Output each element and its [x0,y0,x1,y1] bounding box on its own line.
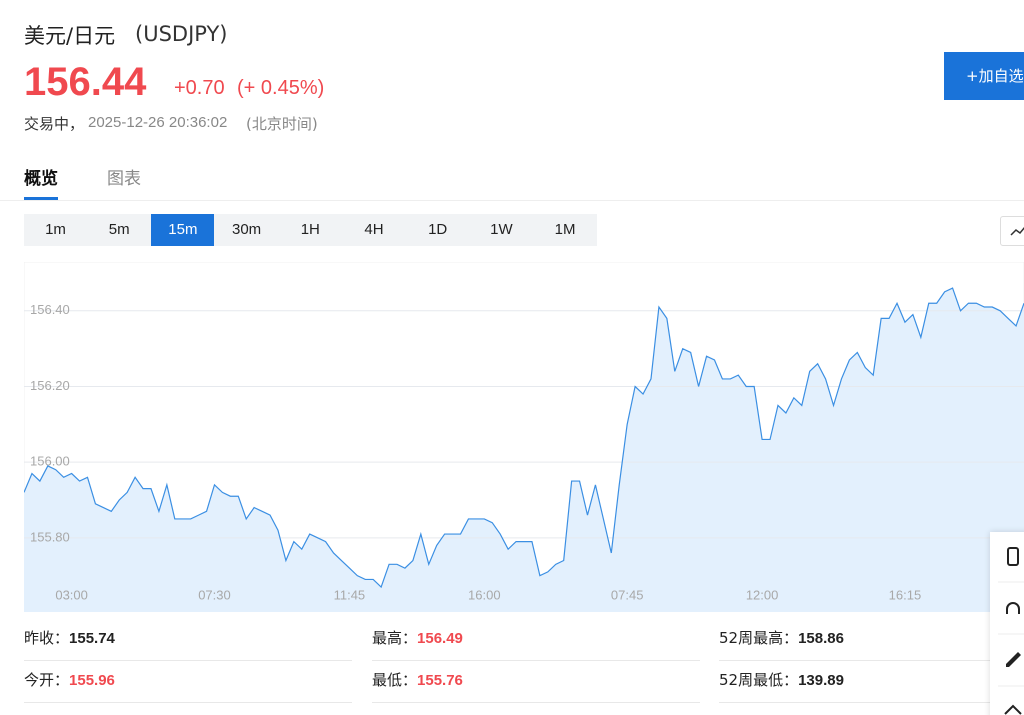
interval-button[interactable]: 1m [45,221,66,238]
quote-time: 2025-12-26 20:36:02 [88,114,228,131]
timezone: (北京时间) [246,115,318,133]
stat-label: 最低： [372,671,418,689]
x-tick-label: 16:00 [468,587,501,602]
price-line [24,287,1024,589]
x-tick-label: 07:30 [198,587,231,602]
toolbar-icons [998,547,1024,715]
support-icon[interactable] [1006,602,1020,614]
interval-button[interactable]: 1M [554,221,576,238]
stat-label: 最高： [372,629,418,647]
y-tick-label: 155.80 [30,529,70,544]
x-tick-label: 12:00 [746,587,779,602]
price-area [24,288,1024,612]
stat-label: 今开： [24,671,70,689]
stat-item: 今开：155.96 [24,660,352,703]
interval-button[interactable]: 5m [108,221,130,238]
stat-item: 昨收：155.74 [24,618,352,661]
stat-item: 52周最低：139.89 [719,660,1019,703]
market-status: 交易中， [24,115,85,133]
y-tick-label: 156.40 [30,302,70,317]
stat-value: 155.76 [417,672,463,689]
price-change-percent: (+ 0.45%) [237,77,325,99]
feedback-icon[interactable] [1006,652,1021,667]
interval-button[interactable]: 30m [232,221,262,238]
price-change: +0.70 [174,77,225,99]
stat-value: 155.74 [69,630,115,647]
stat-value: 139.89 [798,672,844,689]
stat-item: 最高：156.49 [372,618,700,661]
top-icon[interactable] [1004,704,1022,715]
tab[interactable]: 图表 [107,169,141,189]
chart-type-button[interactable] [1000,216,1024,246]
side-toolbar [990,532,1024,715]
x-tick-label: 03:00 [55,587,88,602]
stat-label: 昨收： [24,629,70,647]
interval-button[interactable]: 1D [428,221,448,238]
stat-value: 155.96 [69,672,115,689]
tab[interactable]: 概览 [24,164,58,200]
y-tick-label: 156.00 [30,454,70,469]
chart-type-icon [1010,227,1024,236]
stat-label: 52周最低： [719,671,799,689]
interval-button[interactable]: 1H [300,221,320,238]
stat-label: 52周最高： [719,629,799,647]
interval-button[interactable]: 15m [151,214,215,246]
stat-item: 52周最高：158.86 [719,618,1019,661]
instrument-code: (USDJPY) [135,22,228,46]
price: 156.44 [24,60,147,104]
stat-item: 最低：155.76 [372,660,700,703]
stat-value: 156.49 [417,630,463,647]
price-chart: 155.80 156.00 156.20 156.40 03:00 07:30 11:45 1… [24,262,1024,612]
x-tick-label: 11:45 [334,587,366,602]
x-tick-label: 16:15 [889,587,922,602]
instrument-name: 美元/日元 [24,24,116,48]
x-tick-label: 07:45 [611,587,644,602]
add-watchlist-button[interactable]: +加自选 [944,52,1024,100]
stat-value: 158.86 [798,630,844,647]
phone-icon[interactable] [1007,547,1019,566]
tab-bar: 概览 图表 [0,160,1024,201]
y-tick-label: 156.20 [30,378,70,393]
interval-bar: 1m 5m 15m 30m 1H 4H 1D 1W 1M [24,214,597,246]
interval-button[interactable]: 4H [364,221,384,238]
interval-button[interactable]: 1W [490,221,513,238]
